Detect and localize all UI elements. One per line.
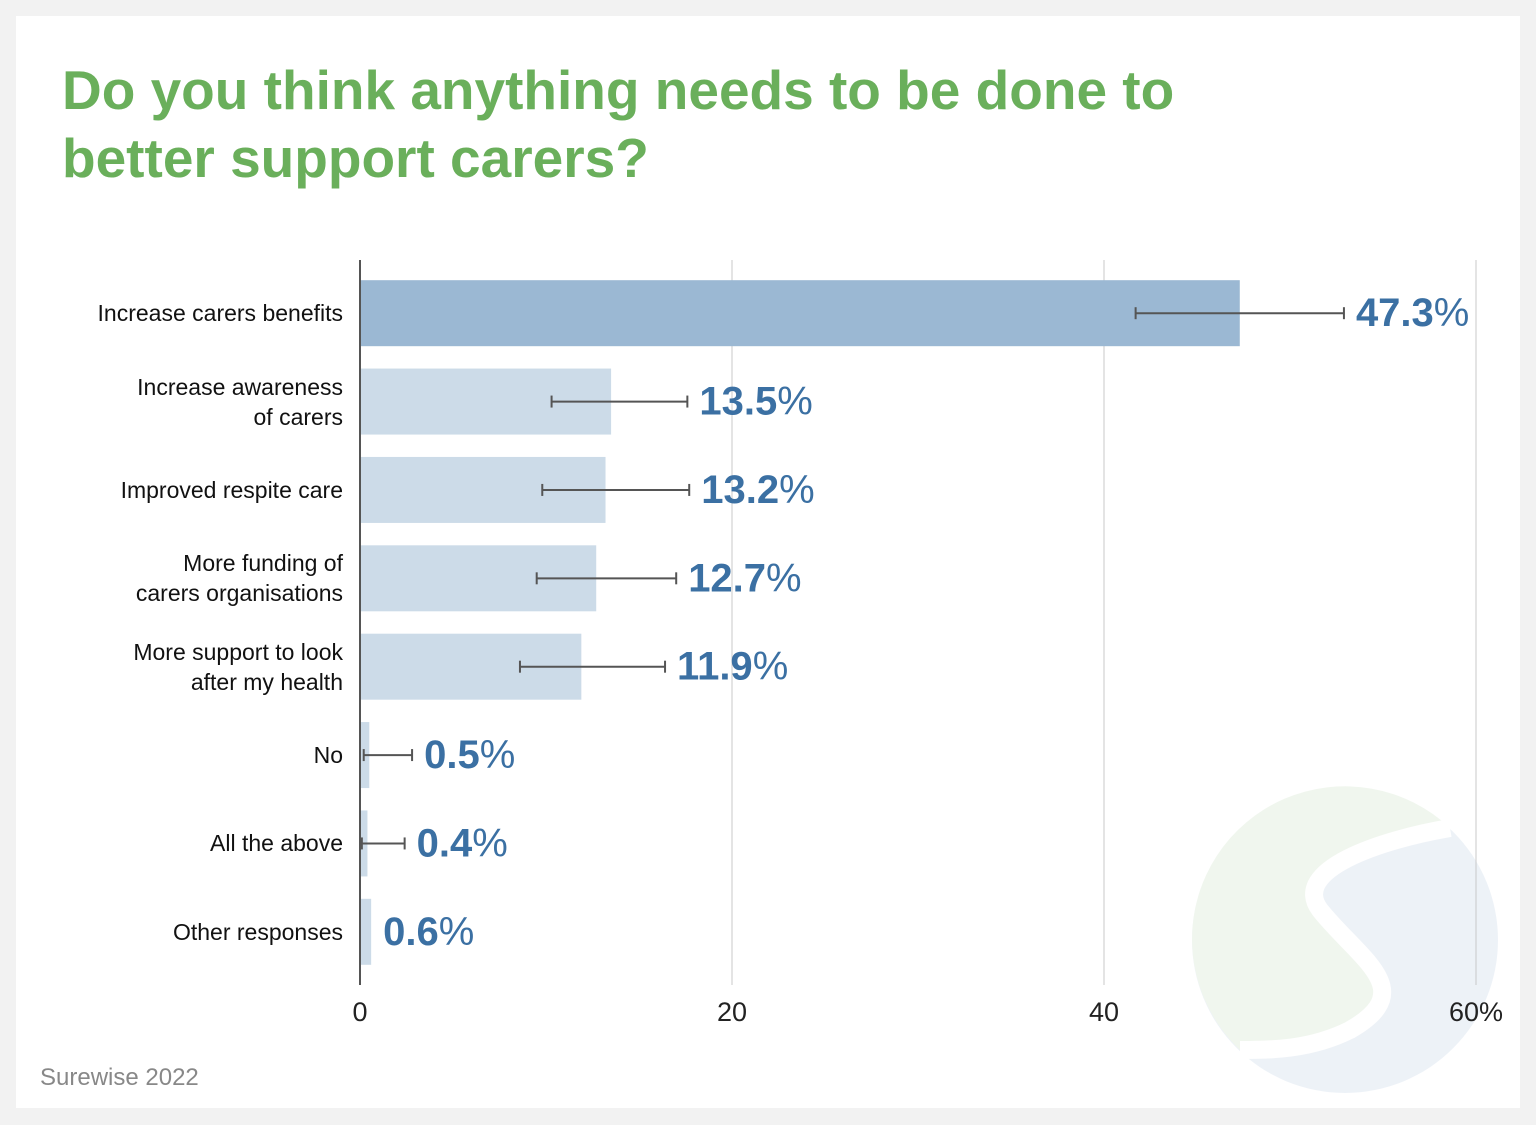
- category-label: More funding of carers organisations: [135, 550, 343, 607]
- value-label: 0.5%: [424, 733, 515, 777]
- category-label: More support to look after my health: [133, 638, 343, 695]
- error-bar: [518, 660, 667, 673]
- category-label: No: [313, 742, 343, 769]
- error-bar: [1134, 307, 1345, 320]
- x-tick-label: 0: [352, 997, 367, 1027]
- bar: [360, 280, 1240, 347]
- category-label: Improved respite care: [120, 476, 343, 503]
- error-bar: [550, 395, 689, 408]
- value-label: 12.7%: [688, 556, 801, 600]
- value-label: 13.5%: [699, 379, 812, 423]
- x-tick-label: 20: [717, 997, 747, 1027]
- logo-watermark: [1191, 786, 1498, 1093]
- value-label: 47.3%: [1356, 291, 1469, 335]
- category-label: Other responses: [172, 918, 343, 945]
- x-tick-label: 60%: [1449, 997, 1503, 1027]
- error-bar: [360, 837, 406, 850]
- source: Surewise 2022: [40, 1064, 199, 1091]
- error-bar: [362, 749, 414, 762]
- category-label: All the above: [210, 830, 343, 857]
- value-label: 0.4%: [417, 821, 508, 865]
- category-label: Increase awareness of carers: [137, 373, 343, 430]
- error-bar: [535, 572, 678, 585]
- value-label: 11.9%: [677, 644, 788, 688]
- value-label: 13.2%: [701, 468, 814, 512]
- bar: [360, 898, 372, 965]
- category-label: Increase carers benefits: [97, 300, 343, 327]
- value-label: 0.6%: [383, 909, 474, 953]
- x-tick-label: 40: [1089, 997, 1119, 1027]
- chart-title: Do you think anything needs to be done t…: [62, 59, 1175, 189]
- error-bar: [541, 483, 691, 496]
